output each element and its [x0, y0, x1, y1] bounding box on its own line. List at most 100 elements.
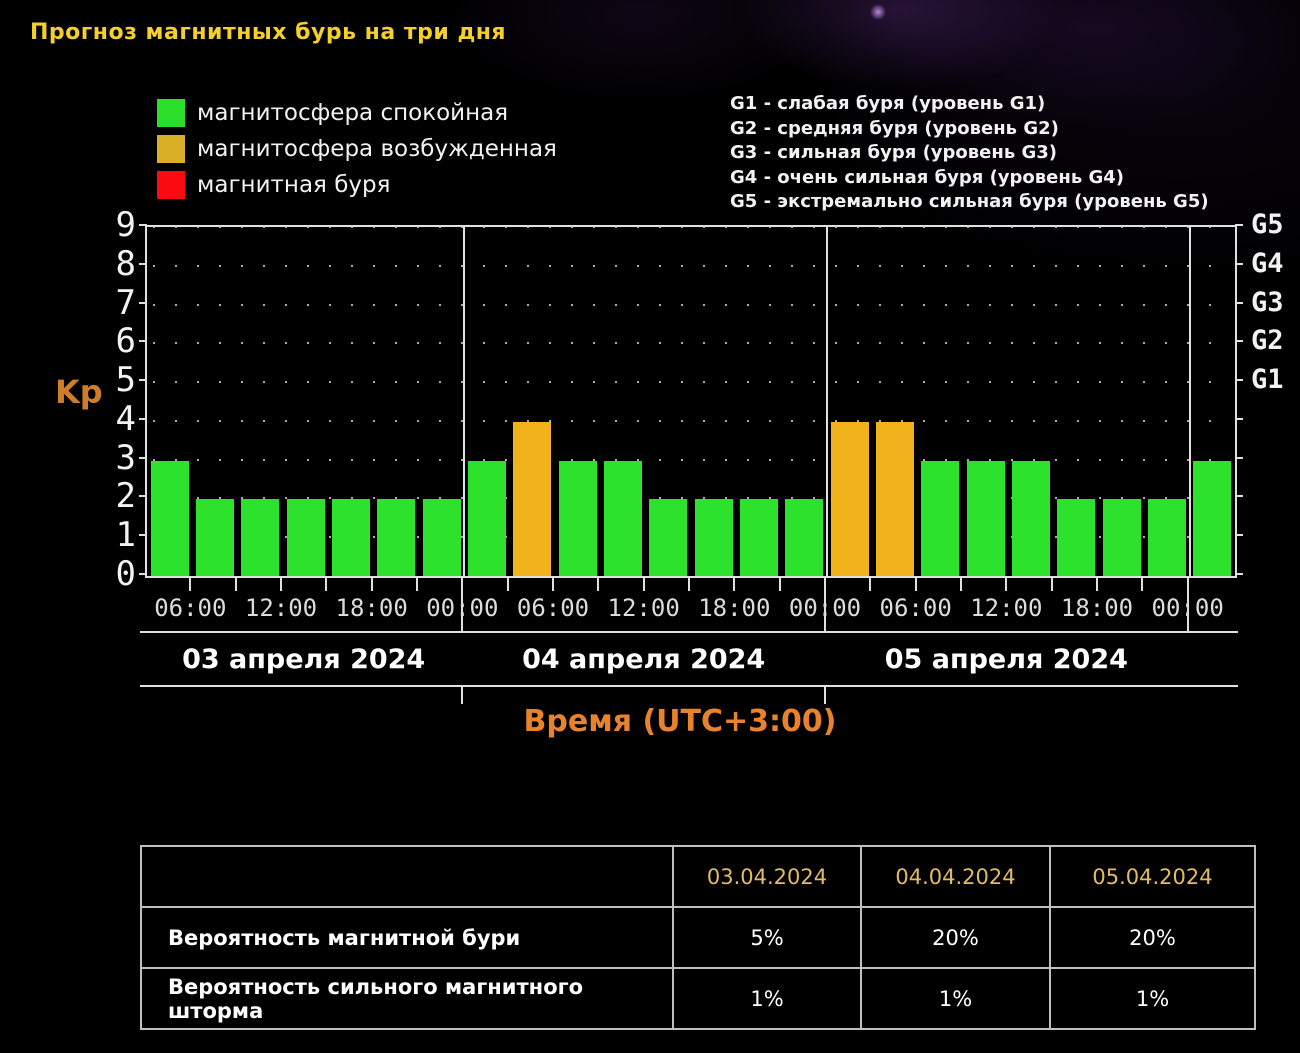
date-band-tick	[824, 687, 826, 704]
x-tick-mark	[869, 578, 872, 591]
y-tick-label: 5	[115, 360, 136, 401]
day-separator	[1188, 227, 1191, 576]
x-tick-mark	[960, 578, 962, 591]
y-tick-mark-left	[139, 495, 147, 498]
y-tick-mark-right	[1235, 573, 1243, 575]
x-tick-mark	[189, 578, 192, 591]
y-tick-mark-right	[1235, 495, 1243, 498]
g-level-label-g1: G1	[1251, 364, 1284, 396]
x-tick-label: 00:00	[788, 594, 862, 622]
y-tick-mark-right	[1235, 379, 1243, 382]
y-tick-mark-left	[139, 534, 147, 537]
kp-bar	[241, 499, 280, 576]
y-tick-mark-left	[139, 573, 147, 575]
table-row-label: Вероятность магнитной бури	[140, 906, 674, 969]
storm-legend-swatch	[157, 171, 185, 199]
kp-bar	[1193, 460, 1232, 576]
kp-bar	[422, 499, 461, 576]
storm-scale-line: G4 - очень сильная буря (уровень G4)	[730, 166, 1125, 188]
storm-scale-line: G3 - сильная буря (уровень G3)	[730, 142, 1057, 163]
y-tick-label: 6	[115, 321, 136, 362]
day-separator	[463, 227, 466, 576]
kp-bar	[603, 460, 643, 576]
kp-bar	[921, 460, 960, 576]
table-corner-cell	[140, 845, 674, 908]
table-date-header: 05.04.2024	[1049, 845, 1256, 908]
x-tick-label: 18:00	[698, 594, 771, 622]
y-tick-mark-left	[139, 262, 147, 265]
x-tick-mark	[416, 578, 418, 591]
kp-bar	[694, 499, 733, 576]
date-label: 05 апреля 2024	[884, 644, 1128, 675]
x-tick-label: 00:00	[426, 594, 499, 622]
y-tick-mark-right	[1235, 262, 1243, 265]
quiet-legend-swatch	[157, 99, 185, 127]
table-date-header: 04.04.2024	[860, 845, 1051, 908]
probability-table: 03.04.2024 04.04.2024 05.04.2024 Вероятност…	[140, 845, 1256, 1030]
table-value-cell: 5%	[672, 906, 862, 969]
kp-bar	[739, 499, 779, 576]
date-label: 03 апреля 2024	[182, 644, 426, 675]
gridline-kp8	[153, 264, 1229, 267]
y-tick-mark-right	[1235, 340, 1243, 343]
date-band-top-line	[140, 631, 1238, 633]
y-tick-label: 0	[115, 554, 136, 594]
kp-bar	[377, 499, 416, 576]
table-value-cell: 20%	[1049, 906, 1256, 969]
kp-bar	[467, 460, 507, 576]
storm-scale-legend: G1 - слабая буря (уровень G1) G2 - средня…	[730, 92, 1209, 215]
x-tick-label: 18:00	[1060, 594, 1134, 622]
kp-bar	[558, 460, 597, 576]
gridline-kp2	[153, 497, 1229, 500]
x-tick-mark	[1096, 578, 1098, 591]
y-tick-mark-right	[1235, 456, 1243, 459]
table-value-cell: 20%	[860, 906, 1051, 969]
y-tick-mark-left	[139, 224, 147, 226]
kp-bar	[286, 499, 325, 576]
gridline-kp7	[153, 303, 1229, 306]
x-tick-label: 12:00	[244, 594, 318, 622]
x-tick-mark	[234, 578, 237, 591]
x-axis-title: Время (UTC+3:00)	[523, 704, 837, 739]
g-level-label-g3: G3	[1251, 286, 1284, 318]
table-date-header: 03.04.2024	[672, 845, 862, 908]
x-tick-mark	[1005, 578, 1008, 591]
kp-bar	[1057, 499, 1096, 576]
gridline-kp1	[153, 536, 1229, 539]
y-tick-label: 7	[115, 282, 136, 323]
y-tick-label: 9	[115, 205, 136, 245]
y-tick-mark-left	[139, 301, 147, 304]
x-tick-label: 00:00	[1151, 594, 1224, 622]
table-value-cell: 1%	[672, 967, 862, 1030]
kp-bar	[649, 499, 688, 576]
y-tick-label: 2	[115, 476, 136, 517]
storm-scale-line: G2 - средняя буря (уровень G2)	[730, 117, 1059, 139]
x-tick-mark	[506, 578, 509, 591]
y-tick-mark-left	[139, 379, 147, 382]
kp-bar	[1011, 460, 1051, 576]
table-value-cell: 1%	[1049, 967, 1256, 1030]
y-tick-mark-right	[1235, 417, 1243, 420]
storm-scale-line: G1 - слабая буря (уровень G1)	[730, 93, 1046, 114]
y-tick-mark-right	[1235, 301, 1243, 304]
table-value-cell: 1%	[860, 967, 1051, 1030]
y-tick-mark-right	[1235, 534, 1243, 537]
kp-bar	[1147, 499, 1187, 576]
table-row-label: Вероятность сильного магнитного шторма	[140, 967, 674, 1030]
kp-bar	[1102, 499, 1141, 576]
x-tick-mark	[1050, 578, 1053, 591]
x-tick-label: 06:00	[516, 594, 590, 622]
day-separator-extension	[824, 578, 826, 632]
y-tick-label: 1	[115, 515, 136, 556]
date-band-tick	[461, 687, 464, 704]
x-tick-mark	[1141, 578, 1144, 591]
g-level-label-g4: G4	[1251, 247, 1284, 279]
gridline-kp4	[153, 419, 1229, 422]
y-tick-mark-left	[139, 456, 147, 459]
day-separator-extension	[461, 578, 464, 632]
kp-bar	[785, 499, 824, 576]
x-tick-mark	[914, 578, 917, 591]
kp-bar	[331, 499, 371, 576]
x-tick-label: 12:00	[970, 594, 1043, 622]
g-level-label-g5: G5	[1251, 209, 1284, 240]
